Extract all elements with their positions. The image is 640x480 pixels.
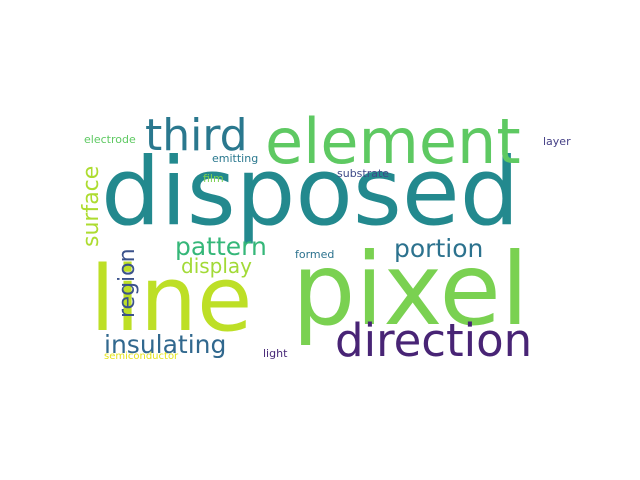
word-region: region (117, 248, 139, 318)
word-direction: direction (335, 318, 532, 363)
word-display: display (181, 256, 252, 276)
word-layer: layer (543, 136, 571, 147)
word-surface: surface (81, 166, 103, 247)
word-substrate: substrate (337, 168, 389, 179)
word-electrode: electrode (84, 134, 136, 145)
word-formed: formed (295, 249, 334, 260)
word-emitting: emitting (212, 153, 258, 164)
word-semiconductor: semiconductor (104, 352, 178, 362)
word-light: light (263, 348, 287, 359)
word-portion: portion (394, 236, 483, 261)
word-element: element (265, 111, 521, 173)
word-film: film (203, 173, 224, 184)
